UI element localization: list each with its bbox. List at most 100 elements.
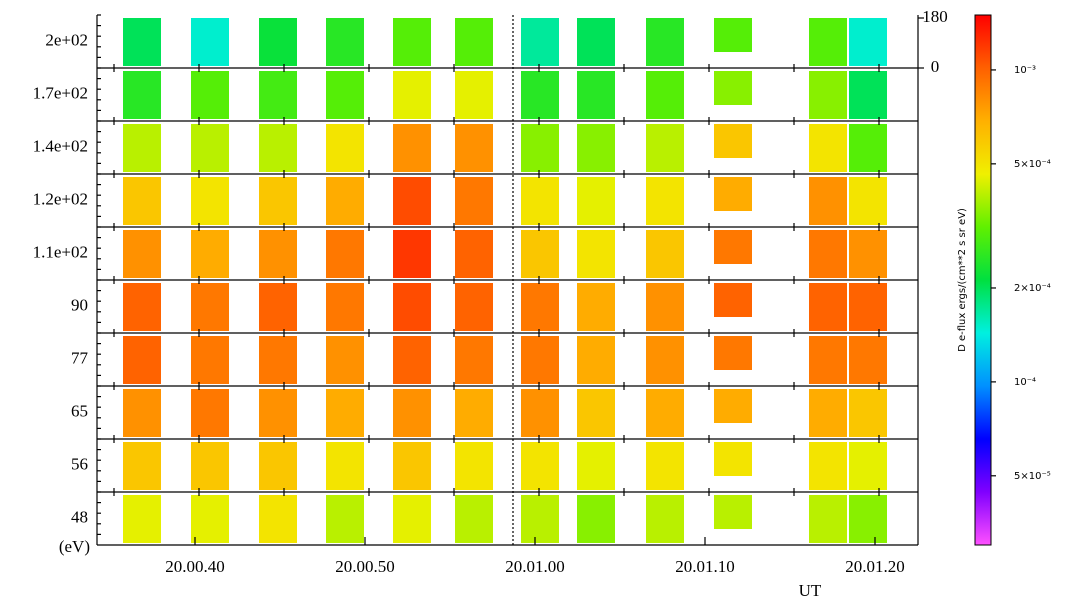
heat-cell — [646, 18, 684, 66]
colorbar-tick-label: 5×10⁻⁴ — [1014, 159, 1051, 170]
x-tick-label: 20.01.10 — [675, 557, 735, 576]
heat-cell — [809, 495, 847, 543]
heat-cell — [326, 124, 364, 172]
heat-cell — [521, 177, 559, 225]
heat-cell — [849, 124, 887, 172]
heat-cell — [714, 336, 752, 370]
heat-cell — [849, 18, 887, 66]
y-tick-label: 90 — [71, 295, 88, 314]
heat-cell — [123, 442, 161, 490]
y2-tick-label: 180 — [922, 7, 948, 26]
heat-cell — [455, 442, 493, 490]
heat-cell — [521, 18, 559, 66]
heat-cell — [646, 495, 684, 543]
heat-cell — [326, 283, 364, 331]
heat-cell — [577, 230, 615, 278]
heat-cell — [393, 389, 431, 437]
heat-cell — [326, 71, 364, 119]
heat-cell — [191, 283, 229, 331]
heat-cell — [326, 442, 364, 490]
heat-cell — [259, 336, 297, 384]
heat-cell — [393, 442, 431, 490]
y-tick-label: 1.4e+02 — [33, 136, 88, 155]
heat-cell — [714, 230, 752, 264]
heat-cell — [521, 336, 559, 384]
heat-cell — [191, 124, 229, 172]
y-tick-label: 48 — [71, 507, 88, 526]
heat-cell — [393, 495, 431, 543]
heat-cell — [714, 495, 752, 529]
heat-cell — [809, 18, 847, 66]
heat-cell — [123, 71, 161, 119]
heat-cell — [646, 442, 684, 490]
heat-cell — [455, 18, 493, 66]
y-tick-label: 65 — [71, 401, 88, 420]
x-tick-label: 20.00.50 — [335, 557, 395, 576]
heat-cell — [577, 177, 615, 225]
x-tick-label: 20.01.00 — [505, 557, 565, 576]
x-axis-label: UT — [799, 581, 822, 600]
heat-cell — [577, 336, 615, 384]
heat-cell — [259, 124, 297, 172]
heat-cell — [393, 283, 431, 331]
heat-cell — [191, 442, 229, 490]
heat-cell — [191, 177, 229, 225]
heat-cell — [326, 177, 364, 225]
heat-cell — [521, 389, 559, 437]
colorbar-tick-label: 2×10⁻⁴ — [1014, 283, 1051, 294]
heat-cell — [326, 230, 364, 278]
heat-cell — [849, 389, 887, 437]
y-axis-label: (eV) — [59, 537, 90, 556]
heat-cell — [646, 389, 684, 437]
heat-cell — [849, 71, 887, 119]
heat-cell — [123, 124, 161, 172]
heat-cell — [393, 230, 431, 278]
heat-cell — [809, 283, 847, 331]
heat-cell — [809, 71, 847, 119]
heat-cell — [123, 18, 161, 66]
chart: UT (eV) D e-flux ergs/(cm**2 s sr eV) 2e… — [0, 0, 1077, 608]
heat-cell — [455, 283, 493, 331]
heat-cell — [646, 124, 684, 172]
y-tick-label: 56 — [71, 454, 88, 473]
heat-cell — [577, 283, 615, 331]
heat-cell — [809, 177, 847, 225]
heat-cell — [521, 71, 559, 119]
heat-cell — [809, 230, 847, 278]
heat-cell — [849, 177, 887, 225]
heat-cell — [714, 442, 752, 476]
heat-cell — [191, 230, 229, 278]
heat-cell — [646, 230, 684, 278]
heat-cell — [455, 389, 493, 437]
heat-cell — [191, 389, 229, 437]
y-tick-label: 1.7e+02 — [33, 83, 88, 102]
heat-cell — [809, 389, 847, 437]
heat-cell — [577, 18, 615, 66]
heat-cell — [714, 18, 752, 52]
heat-cell — [393, 18, 431, 66]
heat-cell — [326, 389, 364, 437]
heat-cell — [849, 495, 887, 543]
heat-cell — [455, 177, 493, 225]
heat-cell — [259, 389, 297, 437]
y-tick-label: 2e+02 — [45, 30, 88, 49]
heat-cell — [123, 283, 161, 331]
heat-cell — [123, 230, 161, 278]
heat-cell — [455, 495, 493, 543]
heat-cell — [714, 283, 752, 317]
heat-cell — [191, 336, 229, 384]
heat-cell — [809, 442, 847, 490]
colorbar-label: D e-flux ergs/(cm**2 s sr eV) — [957, 208, 968, 352]
x-tick-label: 20.01.20 — [845, 557, 905, 576]
y-tick-label: 1.2e+02 — [33, 189, 88, 208]
heat-cell — [393, 177, 431, 225]
heat-cell — [577, 389, 615, 437]
colorbar-tick-label: 10⁻⁴ — [1014, 377, 1036, 388]
heat-cell — [521, 442, 559, 490]
heat-cell — [577, 495, 615, 543]
heat-cell — [714, 124, 752, 158]
colorbar-tick-label: 5×10⁻⁵ — [1014, 471, 1051, 482]
heat-cell — [123, 177, 161, 225]
heat-cell — [259, 230, 297, 278]
heat-cell — [455, 71, 493, 119]
